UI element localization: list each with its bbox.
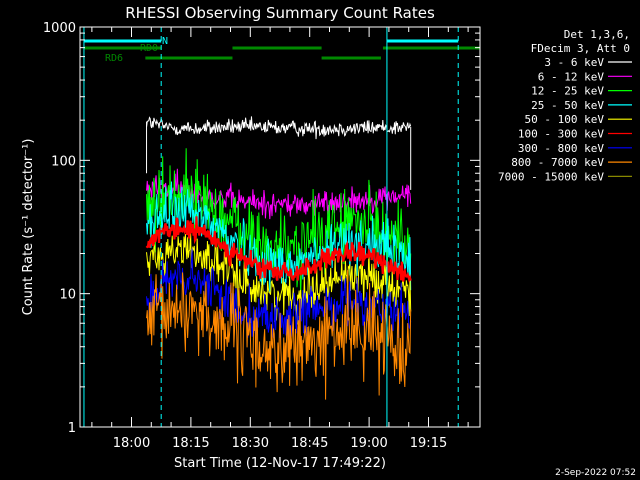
legend-entry-label: 50 - 100 keV (525, 113, 605, 126)
legend-entry-label: 300 - 800 keV (518, 142, 604, 155)
series-layer (145, 116, 412, 400)
cyan-vertical-lines (83, 27, 459, 427)
x-tick-label: 18:30 (232, 436, 269, 451)
x-tick-label: 18:45 (291, 436, 328, 451)
y-axis-label: Count Rate (s⁻¹ detector⁻¹) (21, 139, 36, 316)
flags-layer: N RD0 RD6 (83, 36, 480, 64)
series-line (145, 216, 412, 283)
x-axis-label: Start Time (12-Nov-17 17:49:22) (174, 456, 386, 471)
plot-frame (79, 26, 481, 428)
series-line (146, 270, 412, 400)
flag-label: RD0 (140, 43, 158, 54)
legend-entry-label: 25 - 50 keV (531, 99, 604, 112)
legend-entry-label: 6 - 12 keV (538, 70, 605, 83)
x-tick-label: 18:15 (172, 436, 209, 451)
series-line (146, 248, 412, 339)
x-tick-label: 18:00 (113, 436, 150, 451)
legend-entry-label: 7000 - 15000 keV (498, 170, 604, 183)
axes-layer: 18:00 18:15 18:30 18:45 19:00 19:15 1 10 100 1000 (43, 21, 480, 451)
y-tick-label: 10 (59, 288, 76, 303)
footer-date: 2-Sep-2022 07:52 (555, 468, 636, 478)
y-tick-label: 100 (51, 154, 76, 169)
x-tick-label: 19:00 (350, 436, 387, 451)
chart-title: RHESSI Observing Summary Count Rates (125, 4, 435, 22)
series-line (146, 116, 412, 140)
flag-label: N (162, 36, 168, 47)
legend-entry-label: 12 - 25 keV (531, 85, 604, 98)
y-tick-label: 1000 (43, 21, 76, 36)
y-tick-label: 1 (68, 421, 76, 436)
flag-label: RD6 (105, 53, 123, 64)
legend-entry-label: 800 - 7000 keV (511, 156, 604, 169)
series-line (146, 181, 412, 295)
legend-entry-label: 100 - 300 keV (518, 128, 604, 141)
x-tick-label: 19:15 (410, 436, 447, 451)
legend-header: Det 1,3,6, (564, 28, 630, 41)
legend-header: FDecim 3, Att 0 (531, 42, 630, 55)
legend-entry-label: 3 - 6 keV (544, 56, 604, 69)
